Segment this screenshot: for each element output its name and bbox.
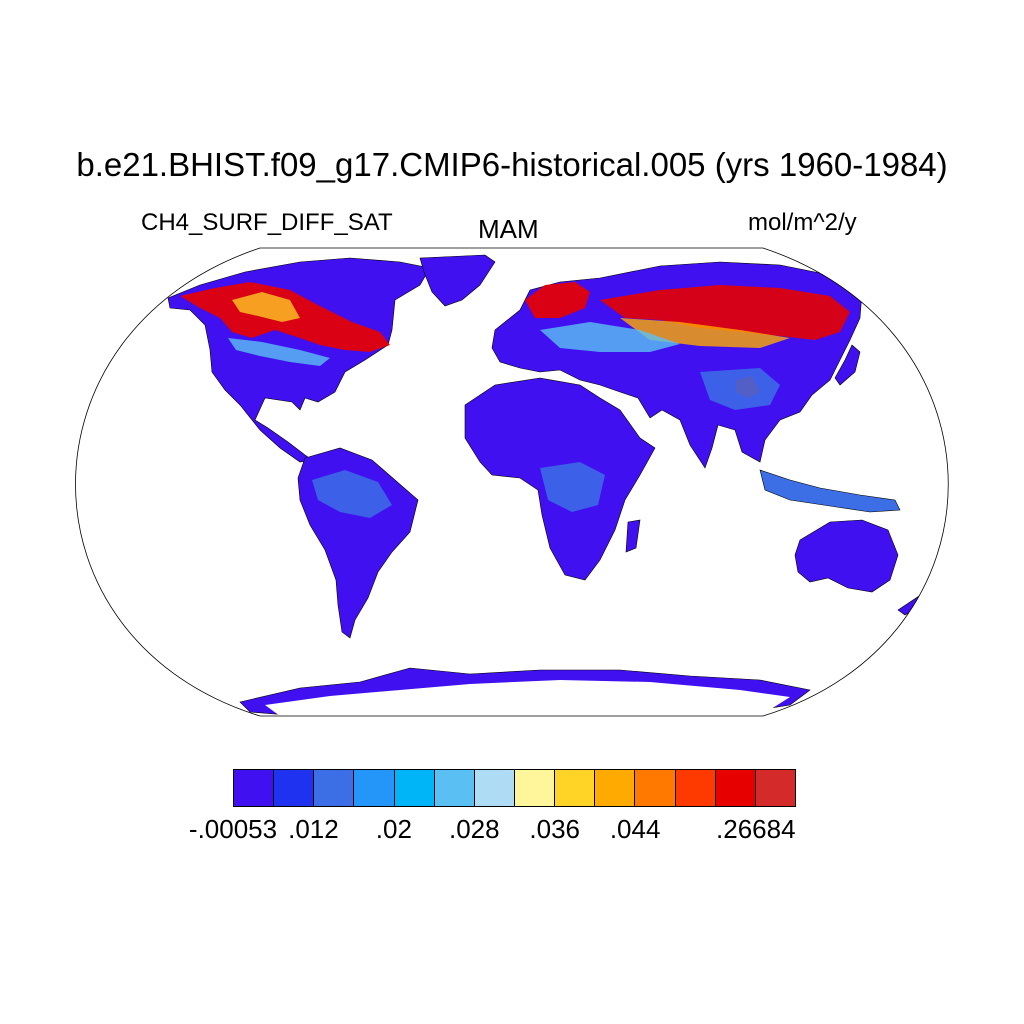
colorbar-cell-5 bbox=[434, 770, 475, 806]
colorbar-cell-11 bbox=[675, 770, 716, 806]
canada-mid-flux bbox=[232, 292, 300, 322]
colorbar-label-0: -.00053 bbox=[188, 814, 278, 844]
colorbar-cell-0 bbox=[234, 770, 275, 806]
units-label: mol/m^2/y bbox=[748, 209, 857, 236]
australia-landmass bbox=[794, 519, 899, 593]
colorbar-label-1: .012 bbox=[288, 814, 339, 844]
canada-light-flux bbox=[228, 338, 330, 366]
colorbar-label-2: .02 bbox=[375, 814, 412, 844]
siberia-high-flux bbox=[600, 285, 850, 340]
colorbar-label-4: .036 bbox=[529, 814, 581, 844]
greenland-landmass bbox=[419, 254, 496, 307]
colorbar-cell-2 bbox=[314, 770, 355, 806]
colorbar-label-6: .26684 bbox=[716, 814, 796, 844]
colorbar-cell-10 bbox=[635, 770, 676, 806]
colorbar-label-5: .044 bbox=[609, 814, 661, 844]
antarctica-interior bbox=[265, 680, 790, 716]
colorbar-label-3: .028 bbox=[448, 814, 500, 844]
colorbar-cell-13 bbox=[755, 770, 795, 806]
colorbar-cell-9 bbox=[595, 770, 636, 806]
japan-landmass bbox=[834, 344, 861, 386]
amazon-mid-flux bbox=[312, 470, 392, 518]
eurasia-light-flux bbox=[540, 322, 680, 352]
colorbar-cell-7 bbox=[514, 770, 556, 806]
colorbar bbox=[233, 769, 796, 807]
colorbar-cell-1 bbox=[274, 770, 315, 806]
scandinavia-high-flux bbox=[525, 282, 590, 318]
colorbar-cell-12 bbox=[715, 770, 756, 806]
madagascar-landmass bbox=[625, 519, 641, 553]
indonesia-landmass bbox=[759, 469, 901, 513]
map-border bbox=[75, 247, 949, 717]
china-mid-flux bbox=[700, 368, 780, 410]
colorbar-cell-8 bbox=[555, 770, 596, 806]
colorbar-cell-3 bbox=[354, 770, 395, 806]
africa-mid-flux bbox=[540, 462, 605, 512]
season-label: MAM bbox=[478, 214, 539, 244]
colorbar-cell-4 bbox=[394, 770, 435, 806]
colorbar-cell-6 bbox=[474, 770, 515, 806]
variable-label: CH4_SURF_DIFF_SAT bbox=[141, 209, 393, 236]
map-title: b.e21.BHIST.f09_g17.CMIP6-historical.005… bbox=[76, 146, 948, 183]
new-zealand-landmass bbox=[897, 589, 936, 616]
